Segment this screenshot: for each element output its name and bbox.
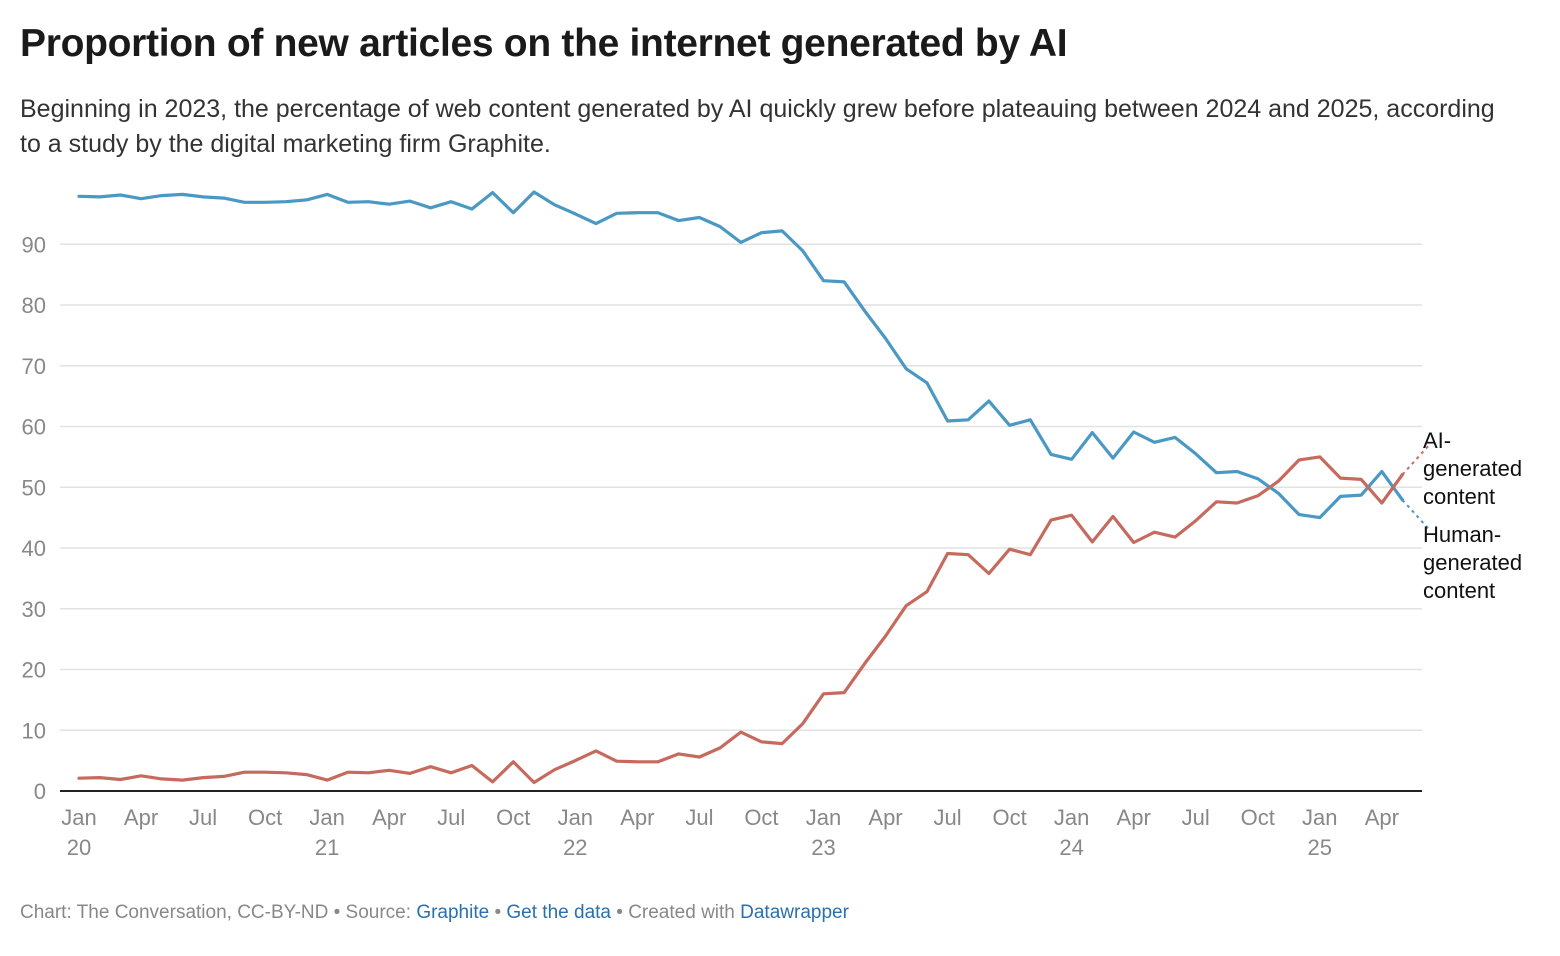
line-chart: 0 10 20 30 40 50 60 70 80 90 Jan 20 Apr Jul Oct Jan 21 A… — [22, 190, 1522, 860]
x-tick-label: Jul — [189, 805, 217, 830]
x-tick-year-label: 22 — [563, 835, 587, 860]
human-series-label: generated — [1423, 550, 1522, 575]
y-tick-label: 90 — [22, 232, 46, 257]
x-tick-label: Apr — [620, 805, 654, 830]
x-tick-year-label: 24 — [1059, 835, 1083, 860]
x-tick-label: Jan — [558, 805, 593, 830]
source-link[interactable]: Graphite — [416, 902, 490, 923]
x-tick-year-label: 20 — [67, 835, 91, 860]
x-tick-year-label: 21 — [315, 835, 339, 860]
x-tick-label: Apr — [868, 805, 902, 830]
x-tick-label: Jan — [806, 805, 841, 830]
ai-series-label: generated — [1423, 456, 1522, 481]
x-tick-year-label: 25 — [1308, 835, 1332, 860]
series-labels: AI-generated content Human-generated conten… — [1423, 428, 1522, 603]
series-lines — [77, 190, 1431, 785]
x-tick-label: Jul — [1182, 805, 1210, 830]
x-tick-label: Jul — [685, 805, 713, 830]
y-tick-label: 20 — [22, 658, 46, 683]
human-series-label: Human- — [1423, 522, 1501, 547]
x-tick-label: Jan — [1054, 805, 1089, 830]
y-tick-label: 40 — [22, 536, 46, 561]
y-tick-label: 70 — [22, 354, 46, 379]
x-tick-year-label: 23 — [811, 835, 835, 860]
footer-credit: Chart: The Conversation, CC-BY-ND • Sour… — [20, 902, 417, 923]
x-tick-label: Apr — [372, 805, 406, 830]
x-tick-label: Oct — [496, 805, 530, 830]
ai-series-label: AI- — [1423, 428, 1451, 453]
x-tick-label: Oct — [744, 805, 778, 830]
y-tick-label: 50 — [22, 475, 46, 500]
human-series-label: content — [1423, 578, 1495, 603]
x-tick-label: Jan — [309, 805, 344, 830]
x-tick-label: Oct — [248, 805, 282, 830]
y-axis-ticks: 0 10 20 30 40 50 60 70 80 90 — [22, 232, 46, 804]
y-tick-label: 60 — [22, 415, 46, 440]
human-series-line — [77, 190, 1405, 520]
x-tick-label: Jul — [437, 805, 465, 830]
x-tick-label: Oct — [1241, 805, 1275, 830]
y-tick-label: 80 — [22, 293, 46, 318]
get-data-link[interactable]: Get the data — [506, 902, 611, 923]
x-tick-label: Jan — [1302, 805, 1337, 830]
ai-series-line — [77, 455, 1405, 785]
y-tick-label: 0 — [34, 779, 46, 804]
x-tick-label: Oct — [992, 805, 1026, 830]
x-tick-label: Jan — [61, 805, 96, 830]
ai-series-label: content — [1423, 484, 1495, 509]
footer-created-with: • Created with — [610, 902, 741, 923]
footer-separator: • — [489, 902, 507, 923]
datawrapper-link[interactable]: Datawrapper — [740, 902, 849, 923]
chart-subtitle: Beginning in 2023, the percentage of web… — [20, 95, 1495, 158]
x-axis-ticks: Jan 20 Apr Jul Oct Jan 21 Apr Jul Oct Jan 22 Apr Jul O… — [61, 805, 1399, 860]
x-tick-label: Apr — [124, 805, 158, 830]
grid-lines — [60, 243, 1422, 731]
chart-footer: Chart: The Conversation, CC-BY-ND • Sour… — [20, 902, 849, 924]
x-tick-label: Apr — [1365, 805, 1399, 830]
chart-title: Proportion of new articles on the intern… — [20, 22, 1068, 65]
x-tick-label: Apr — [1117, 805, 1151, 830]
x-tick-label: Jul — [933, 805, 961, 830]
y-tick-label: 30 — [22, 597, 46, 622]
y-tick-label: 10 — [22, 718, 46, 743]
